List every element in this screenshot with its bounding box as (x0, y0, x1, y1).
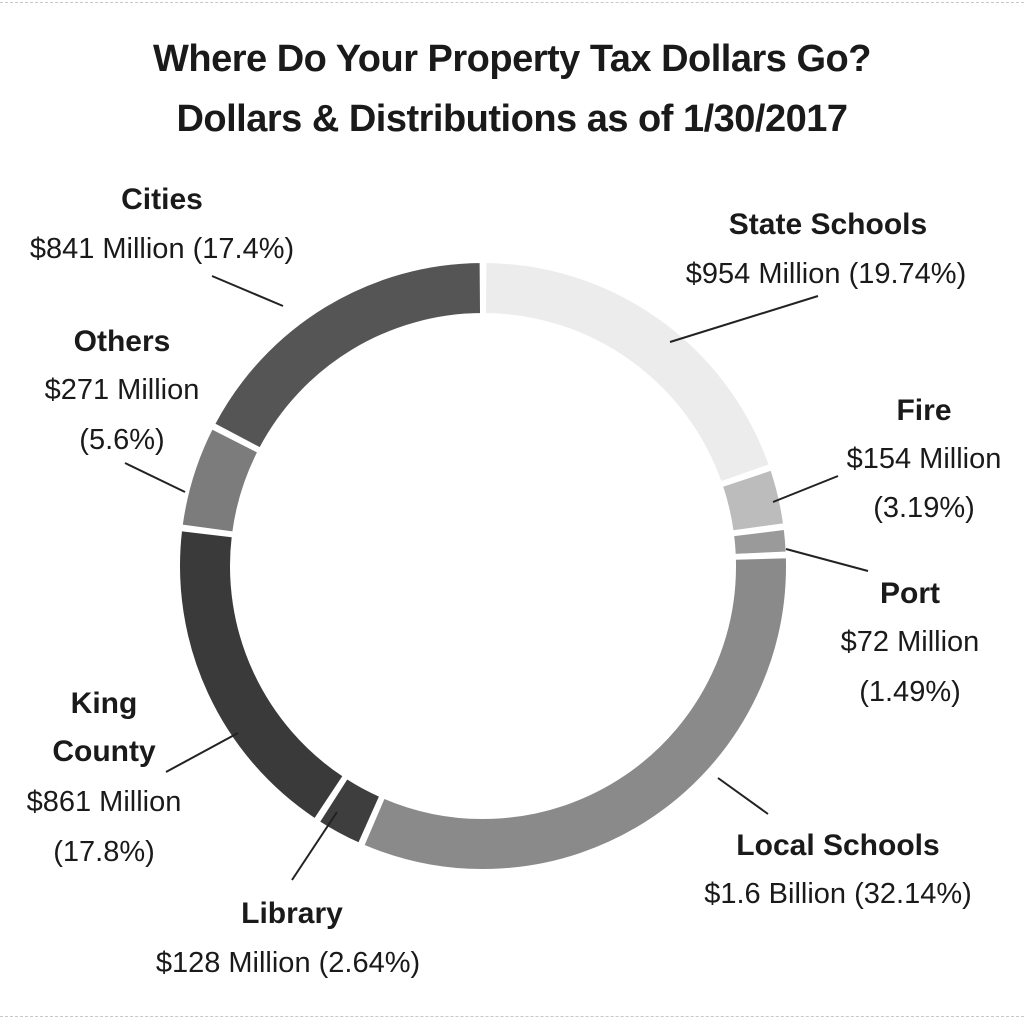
label-percent-others: (5.6%) (79, 424, 164, 456)
label-amount-port: $72 Million (841, 626, 980, 658)
slice-port (732, 527, 788, 556)
leader-others (124, 462, 186, 493)
slice-cities (212, 261, 483, 450)
leader-port (785, 548, 869, 572)
label-value-local-schools: $1.6 Billion (32.14%) (704, 878, 972, 910)
label-name-port: Port (880, 577, 940, 610)
label-value-library: $128 Million (2.64%) (156, 947, 420, 979)
slice-fire (720, 468, 786, 533)
slice-labels: State Schools $954 Million (19.74%) Fire $1… (27, 183, 1002, 979)
leader-king-county (165, 732, 239, 773)
leader-local-schools (717, 777, 769, 815)
slice-local-schools (362, 556, 788, 871)
leader-fire (772, 475, 839, 503)
label-amount-king-county: $861 Million (27, 786, 182, 818)
label-name-library: Library (241, 897, 343, 930)
leader-lines (124, 275, 869, 881)
slice-others (180, 427, 260, 534)
donut-slices (178, 261, 788, 871)
slice-library (317, 776, 382, 845)
label-name-cities: Cities (121, 183, 203, 216)
label-value-state-schools: $954 Million (19.74%) (686, 258, 966, 290)
label-value-cities: $841 Million (17.4%) (30, 233, 294, 265)
label-name-fire: Fire (896, 394, 951, 427)
top-divider (0, 2, 1024, 3)
label-name-others: Others (74, 325, 171, 358)
slice-state-schools (483, 261, 772, 484)
label-name-king-county: King (71, 687, 138, 720)
slice-king-county (178, 529, 346, 821)
label-percent-port: (1.49%) (859, 676, 961, 708)
label-amount-others: $271 Million (45, 374, 200, 406)
chart-subtitle: Dollars & Distributions as of 1/30/2017 (176, 98, 848, 140)
leader-state-schools (669, 295, 819, 343)
label-percent-king-county: (17.8%) (53, 836, 155, 868)
label-name-state-schools: State Schools (729, 208, 927, 241)
leader-cities (211, 275, 284, 307)
bottom-divider (0, 1016, 1024, 1017)
leader-library (291, 811, 338, 881)
label-name-local-schools: Local Schools (736, 829, 939, 862)
chart-title: Where Do Your Property Tax Dollars Go? (153, 38, 871, 80)
label-amount-fire: $154 Million (847, 443, 1002, 475)
label-percent-fire: (3.19%) (873, 492, 975, 524)
label-name-king-county: County (52, 735, 156, 768)
